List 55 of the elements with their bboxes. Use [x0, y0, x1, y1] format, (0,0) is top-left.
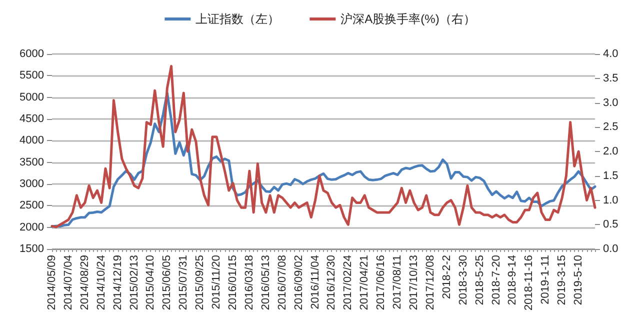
x-tick-label: 2018-9-14 — [506, 255, 519, 306]
y-tick-label: 4500 — [20, 113, 44, 125]
x-tick-label: 2015/11/20 — [210, 255, 223, 310]
x-tick-label: 2016/09/02 — [292, 255, 305, 310]
x-tick-label: 2017/02/24 — [342, 255, 354, 310]
y2-tick-label: 2.5 — [603, 121, 618, 134]
line-series — [50, 64, 596, 228]
x-tick-label: 2016/12/30 — [326, 255, 338, 310]
x-tick-label: 2015/09/25 — [194, 255, 206, 310]
y2-tick-label: 0.0 — [603, 243, 618, 255]
x-tick-label: 2018-2-2 — [440, 255, 453, 300]
x-tick-label: 2017/08/11 — [392, 255, 404, 310]
x-tick-label: 2016/07/08 — [276, 255, 288, 310]
legend-label: 上证指数（左） — [196, 12, 280, 26]
y2-tick-label: 1.0 — [603, 194, 618, 206]
legend-label: 沪深A股换手率(%)（右） — [340, 12, 476, 26]
y-tick-label: 3500 — [20, 156, 44, 168]
x-tick-label: 2015/06/05 — [161, 255, 174, 310]
x-tick-label: 2017/10/13 — [408, 255, 420, 310]
y-tick-label: 2500 — [20, 200, 44, 212]
x-tick-label: 2016/05/13 — [260, 255, 272, 310]
y2-tick-label: 1.5 — [603, 170, 618, 182]
x-tick-label: 2019-3-15 — [556, 255, 568, 306]
x-tick-label: 2014/05/09 — [46, 255, 58, 310]
x-tick-label: 2016/03/18 — [243, 255, 256, 310]
y2-tick-label: 0.5 — [603, 218, 618, 231]
x-tick-label: 2015/02/13 — [128, 255, 140, 310]
x-tick-label: 2018-7-20 — [490, 255, 502, 306]
x-tick-label: 2017/06/16 — [375, 255, 388, 310]
x-tick-label: 2015/04/10 — [144, 255, 157, 310]
x-tick-label: 2018-3-30 — [457, 255, 470, 306]
x-tick-label: 2014/08/29 — [78, 255, 91, 310]
y-tick-label: 5500 — [20, 70, 44, 82]
y-tick-label: 3000 — [20, 178, 44, 190]
x-tick-label: 2016/01/15 — [227, 255, 239, 310]
y2-tick-label: 3.0 — [603, 96, 618, 109]
x-tick-label: 2018-11-16 — [523, 255, 536, 310]
y-tick-label: 2000 — [20, 221, 44, 234]
x-tick-label: 2019-1-11 — [540, 255, 552, 304]
y2-tick-label: 4.0 — [603, 48, 618, 60]
y2-tick-label: 2.0 — [603, 146, 618, 158]
x-tick-label: 2017/12/08 — [424, 255, 436, 310]
x-tick-label: 2018-5-25 — [474, 255, 486, 306]
x-tick-label: 2014/12/19 — [112, 255, 124, 310]
y-tick-label: 1500 — [20, 243, 44, 255]
y-tick-label: 4000 — [20, 134, 44, 147]
x-tick-label: 2014/10/24 — [95, 255, 108, 310]
y-tick-label: 6000 — [20, 48, 44, 60]
x-tick-label: 2015/07/31 — [178, 255, 190, 310]
y-tick-label: 5000 — [20, 91, 44, 104]
x-tick-label: 2016/11/04 — [309, 255, 322, 310]
x-tick-label: 2014/07/04 — [62, 255, 74, 310]
x-tick-label: 2019-5-10 — [572, 255, 585, 306]
y2-tick-label: 3.5 — [603, 72, 618, 84]
x-tick-label: 2017/04/21 — [358, 255, 371, 310]
